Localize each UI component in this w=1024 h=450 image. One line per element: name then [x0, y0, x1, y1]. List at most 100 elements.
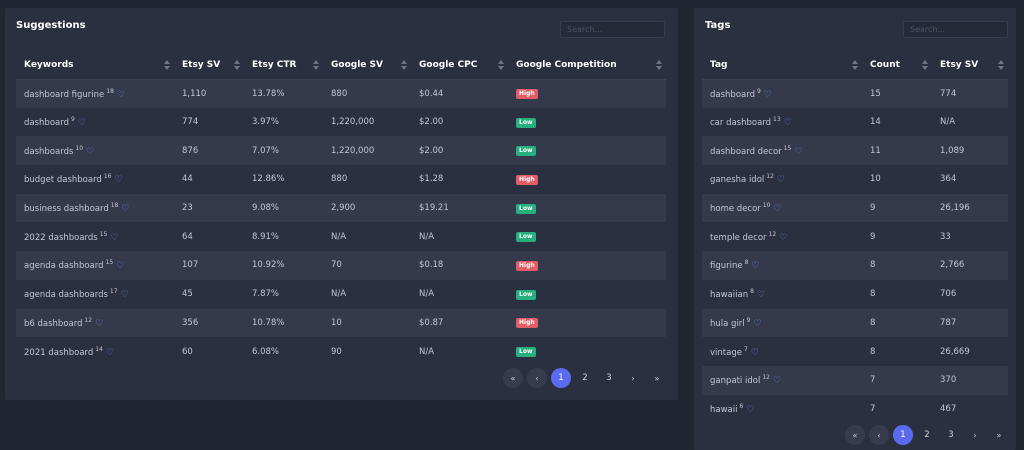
table-row[interactable]: hawaiian 8 ♡ 8 706 — [702, 280, 1008, 309]
favorite-heart-icon[interactable]: ♡ — [105, 347, 115, 358]
page-1-button[interactable]: 1 — [551, 368, 571, 388]
favorite-heart-icon[interactable]: ♡ — [756, 290, 765, 301]
tag-cell: car dashboard 13 ♡ — [702, 108, 862, 137]
tag-text[interactable]: dashboard decor — [710, 146, 782, 157]
favorite-heart-icon[interactable]: ♡ — [77, 118, 86, 129]
google-sv-cell: N/A — [331, 231, 347, 242]
keyword-text[interactable]: b6 dashboard — [24, 318, 83, 329]
tag-text[interactable]: figurine — [710, 261, 743, 272]
competition-cell: High — [508, 79, 666, 108]
tags-header-count[interactable]: Count — [862, 51, 932, 80]
tags-search-input[interactable] — [903, 21, 1008, 38]
table-row[interactable]: ganesha idol 12 ♡ 10 364 — [702, 165, 1008, 194]
tag-text[interactable]: ganesha idol — [710, 175, 765, 186]
table-row[interactable]: business dashboard 18 ♡ 23 9.08% 2,900 $19.21 L… — [16, 193, 666, 223]
table-row[interactable]: b6 dashboard 12 ♡ 356 10.78% 10 $0.87 High — [16, 308, 666, 338]
keyword-text[interactable]: 2022 dashboards — [24, 232, 98, 243]
tag-count: 12 — [768, 230, 777, 238]
page-3-button[interactable]: 3 — [606, 373, 612, 383]
suggestions-header-google-cpc[interactable]: Google CPC — [411, 51, 508, 80]
favorite-heart-icon[interactable]: ♡ — [116, 89, 125, 100]
favorite-heart-icon[interactable]: ♡ — [763, 89, 772, 100]
keyword-text[interactable]: dashboard — [24, 118, 69, 129]
next-page-button[interactable]: › — [973, 430, 977, 440]
tag-text[interactable]: vintage — [710, 347, 742, 358]
suggestions-search-input[interactable] — [560, 21, 665, 38]
table-row[interactable]: hawaii 6 ♡ 7 467 — [702, 395, 1008, 424]
suggestions-header-keywords[interactable]: Keywords — [16, 51, 174, 80]
tag-text[interactable]: home decor — [710, 204, 761, 215]
table-row[interactable]: dashboard 9 ♡ 15 774 — [702, 79, 1008, 108]
table-row[interactable]: dashboard 9 ♡ 774 3.97% 1,220,000 $2.00 Low — [16, 108, 666, 137]
favorite-heart-icon[interactable]: ♡ — [783, 118, 792, 129]
tags-header-tag[interactable]: Tag — [702, 51, 862, 80]
next-page-button[interactable]: › — [631, 373, 635, 383]
table-row[interactable]: ganpati idol 12 ♡ 7 370 — [702, 365, 1008, 395]
tag-text[interactable]: car dashboard — [710, 118, 772, 129]
table-row[interactable]: dashboard decor 15 ♡ 11 1,089 — [702, 136, 1008, 166]
suggestions-header-etsy-ctr[interactable]: Etsy CTR — [244, 51, 323, 80]
tag-text[interactable]: hula girl — [710, 318, 745, 329]
table-row[interactable]: hula girl 9 ♡ 8 787 — [702, 308, 1008, 338]
favorite-heart-icon[interactable]: ♡ — [753, 318, 762, 329]
tag-text[interactable]: hawaiian — [710, 290, 749, 301]
prev-page-button[interactable]: ‹ — [527, 368, 547, 388]
last-page-button[interactable]: » — [654, 373, 660, 383]
table-row[interactable]: car dashboard 13 ♡ 14 N/A — [702, 108, 1008, 137]
keyword-text[interactable]: budget dashboard — [24, 175, 102, 186]
favorite-heart-icon[interactable]: ♡ — [772, 376, 782, 387]
favorite-heart-icon[interactable]: ♡ — [120, 290, 129, 301]
keyword-text[interactable]: agenda dashboards — [24, 290, 108, 301]
favorite-heart-icon[interactable]: ♡ — [110, 232, 119, 243]
keyword-text[interactable]: business dashboard — [24, 204, 109, 215]
table-row[interactable]: 2022 dashboards 15 ♡ 64 8.91% N/A N/A Low — [16, 222, 666, 251]
table-row[interactable]: home decor 10 ♡ 9 26,196 — [702, 193, 1008, 223]
keyword-text[interactable]: 2021 dashboard — [24, 347, 94, 358]
last-page-button[interactable]: » — [996, 430, 1002, 440]
favorite-heart-icon[interactable]: ♡ — [779, 232, 788, 243]
tags-header-etsy-sv[interactable]: Etsy SV — [932, 51, 1008, 80]
tag-text[interactable]: temple decor — [710, 232, 767, 243]
favorite-heart-icon[interactable]: ♡ — [86, 146, 95, 157]
table-row[interactable]: vintage 7 ♡ 8 26,669 — [702, 337, 1008, 366]
suggestions-title: Suggestions — [16, 20, 86, 31]
column-label: Etsy SV — [182, 59, 221, 70]
favorite-heart-icon[interactable]: ♡ — [95, 318, 104, 329]
table-row[interactable]: dashboards 10 ♡ 876 7.07% 1,220,000 $2.00 Low — [16, 136, 666, 166]
keyword-text[interactable]: dashboard figurine — [24, 89, 105, 100]
tag-text[interactable]: dashboard — [710, 89, 755, 100]
table-row[interactable]: agenda dashboards 17 ♡ 45 7.87% N/A N/A Low — [16, 280, 666, 309]
favorite-heart-icon[interactable]: ♡ — [773, 204, 782, 215]
table-row[interactable]: 2021 dashboard 14 ♡ 60 6.08% 90 N/A Low — [16, 337, 666, 366]
first-page-button[interactable]: « — [503, 368, 523, 388]
suggestions-header-google-competition[interactable]: Google Competition — [508, 51, 666, 80]
favorite-heart-icon[interactable]: ♡ — [776, 175, 785, 186]
table-row[interactable]: figurine 8 ♡ 8 2,766 — [702, 251, 1008, 280]
page-2-button[interactable]: 2 — [582, 373, 588, 383]
suggestions-header-google-sv[interactable]: Google SV — [323, 51, 411, 80]
favorite-heart-icon[interactable]: ♡ — [121, 204, 130, 215]
favorite-heart-icon[interactable]: ♡ — [114, 175, 123, 186]
first-page-button[interactable]: « — [845, 425, 865, 445]
page-3-button[interactable]: 3 — [948, 430, 954, 440]
page-2-button[interactable]: 2 — [924, 430, 930, 440]
favorite-heart-icon[interactable]: ♡ — [751, 261, 760, 272]
favorite-heart-icon[interactable]: ♡ — [750, 347, 759, 358]
favorite-heart-icon[interactable]: ♡ — [746, 404, 755, 415]
suggestions-header-etsy-sv[interactable]: Etsy SV — [174, 51, 244, 80]
table-row[interactable]: agenda dashboard 15 ♡ 107 10.92% 70 $0.18 High — [16, 251, 666, 280]
table-row[interactable]: budget dashboard 16 ♡ 44 12.86% 880 $1.28 High — [16, 165, 666, 194]
keyword-text[interactable]: dashboards — [24, 146, 74, 157]
tag-cell: home decor 10 ♡ — [702, 193, 862, 223]
suggestions-table: Keywords Etsy SV Etsy CTR Google SV Google C… — [16, 51, 666, 366]
prev-page-button[interactable]: ‹ — [869, 425, 889, 445]
tag-text[interactable]: ganpati idol — [710, 376, 761, 387]
table-row[interactable]: dashboard figurine 18 ♡ 1,110 13.78% 880 $0.44… — [16, 79, 666, 108]
table-row[interactable]: temple decor 12 ♡ 9 33 — [702, 222, 1008, 251]
favorite-heart-icon[interactable]: ♡ — [794, 146, 803, 157]
etsy-sv-cell: 370 — [932, 365, 1008, 395]
tag-text[interactable]: hawaii — [710, 404, 738, 415]
favorite-heart-icon[interactable]: ♡ — [116, 261, 125, 272]
keyword-text[interactable]: agenda dashboard — [24, 261, 104, 272]
page-1-button[interactable]: 1 — [893, 425, 913, 445]
